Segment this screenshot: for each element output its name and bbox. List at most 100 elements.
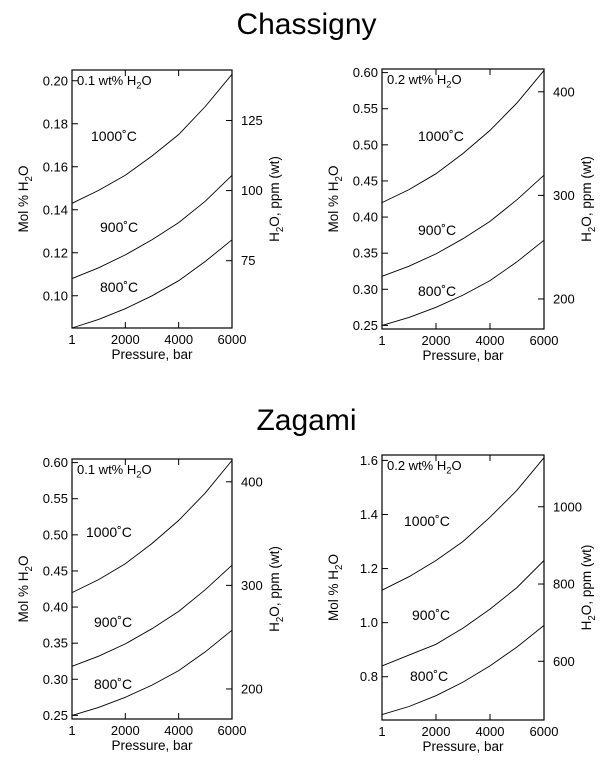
y-tick-label: 0.25 xyxy=(43,708,68,723)
composition-annotation: 0.2 wt% H2O xyxy=(387,72,462,90)
x-tick-label: 4000 xyxy=(476,333,505,348)
x-tick-label: 2000 xyxy=(422,333,451,348)
x-tick-label: 1 xyxy=(378,724,385,739)
y-tick-label: 0.35 xyxy=(43,636,68,651)
y-axis-label: Mol % H2O xyxy=(326,554,345,621)
series-label: 1000˚C xyxy=(86,524,132,540)
y-axis-label: Mol % H2O xyxy=(326,166,345,233)
y-tick-label: 0.60 xyxy=(43,455,68,470)
series-line-800c xyxy=(381,239,545,326)
y-tick-label: 1.4 xyxy=(360,507,378,522)
series-label: 900˚C xyxy=(412,607,450,623)
y2-axis-label: H2O, ppm (wt) xyxy=(267,546,286,632)
series-label: 800˚C xyxy=(100,279,138,295)
x-tick-label: 2000 xyxy=(422,724,451,739)
y-tick-label: 0.55 xyxy=(353,101,378,116)
y2-tick-label: 1000 xyxy=(553,499,582,514)
y2-tick-label: 200 xyxy=(241,681,263,696)
series-label: 800˚C xyxy=(418,283,456,299)
y-tick-label: 0.16 xyxy=(43,159,68,174)
series-line-1000c xyxy=(381,70,545,204)
y2-tick-label: 75 xyxy=(241,253,255,268)
y-axis-label: Mol % H2O xyxy=(16,556,35,623)
series-line-900c xyxy=(71,174,233,280)
series-line-900c xyxy=(71,564,233,667)
y2-tick-label: 600 xyxy=(553,654,575,669)
x-tick-label: 4000 xyxy=(164,332,193,347)
chart-panel-1: 1 2000 4000 6000 0.25 0.30 0.35 0.40 0.45 0.50 0.5… xyxy=(326,65,598,363)
y-tick-label: 0.60 xyxy=(353,65,378,80)
series-label: 1000˚C xyxy=(404,513,450,529)
series-line-900c xyxy=(381,560,545,667)
y2-axis-label: H2O, ppm (wt) xyxy=(267,156,286,242)
chart-panel-0: 1 2000 4000 6000 0.10 0.12 0.14 0.16 0.18 0.20 75 1… xyxy=(16,69,286,362)
y2-tick-label: 300 xyxy=(241,578,263,593)
y-tick-label: 0.18 xyxy=(43,116,68,131)
y-tick-label: 0.50 xyxy=(353,137,378,152)
section-title-chassigny: Chassigny xyxy=(236,8,377,41)
series-label: 900˚C xyxy=(418,222,456,238)
series-line-1000c xyxy=(71,460,233,594)
y-tick-label: 0.55 xyxy=(43,491,68,506)
x-tick-label: 6000 xyxy=(530,333,559,348)
x-axis-label: Pressure, bar xyxy=(111,347,193,362)
x-tick-label: 4000 xyxy=(476,724,505,739)
y-tick-label: 0.14 xyxy=(43,202,68,217)
y-tick-label: 0.45 xyxy=(43,563,68,578)
y-tick-label: 0.12 xyxy=(43,245,68,260)
y2-tick-label: 800 xyxy=(553,577,575,592)
series-line-800c xyxy=(71,239,233,329)
y-tick-label: 1.0 xyxy=(360,615,378,630)
y-tick-label: 0.30 xyxy=(353,282,378,297)
series-label: 900˚C xyxy=(94,614,132,630)
x-tick-label: 6000 xyxy=(530,724,559,739)
x-tick-label: 2000 xyxy=(111,723,140,738)
x-tick-label: 1 xyxy=(68,332,75,347)
y2-axis-label: H2O, ppm (wt) xyxy=(579,545,598,631)
series-label: 1000˚C xyxy=(418,128,464,144)
y-tick-label: 0.8 xyxy=(360,669,378,684)
plot-frame xyxy=(381,68,545,330)
y-tick-label: 0.45 xyxy=(353,173,378,188)
composition-annotation: 0.1 wt% H2O xyxy=(77,462,152,480)
y-tick-label: 0.25 xyxy=(353,318,378,333)
x-tick-label: 1 xyxy=(378,333,385,348)
y-tick-label: 0.20 xyxy=(43,73,68,88)
y-tick-label: 0.50 xyxy=(43,527,68,542)
y2-axis-label: H2O, ppm (wt) xyxy=(579,156,598,242)
series-line-1000c xyxy=(381,457,545,591)
x-tick-label: 6000 xyxy=(218,332,247,347)
y2-tick-label: 100 xyxy=(241,183,263,198)
series-label: 1000˚C xyxy=(91,128,137,144)
y-tick-label: 0.30 xyxy=(43,672,68,687)
x-tick-label: 1 xyxy=(68,723,75,738)
series-line-1000c xyxy=(71,74,233,204)
plot-frame xyxy=(381,454,545,721)
section-title-zagami: Zagami xyxy=(256,404,357,437)
y-tick-label: 0.10 xyxy=(43,288,68,303)
x-tick-label: 6000 xyxy=(218,723,247,738)
chart-panel-3: 1 2000 4000 6000 0.8 1.0 1.2 1.4 1.6 600 800 1000 Pr… xyxy=(326,453,598,754)
composition-annotation: 0.2 wt% H2O xyxy=(387,458,462,476)
x-axis-label: Pressure, bar xyxy=(422,739,504,754)
x-axis-label: Pressure, bar xyxy=(422,348,504,363)
series-label: 800˚C xyxy=(94,676,132,692)
y-tick-label: 1.6 xyxy=(360,453,378,468)
y-axis-label: Mol % H2O xyxy=(16,166,35,233)
x-axis-label: Pressure, bar xyxy=(111,738,193,753)
y-tick-label: 1.2 xyxy=(360,561,378,576)
chart-panel-2: 1 2000 4000 6000 0.25 0.30 0.35 0.40 0.45 0.50 0.5… xyxy=(16,455,286,753)
series-label: 800˚C xyxy=(410,668,448,684)
y2-tick-label: 300 xyxy=(553,188,575,203)
y2-tick-label: 400 xyxy=(553,84,575,99)
x-tick-label: 2000 xyxy=(111,332,140,347)
series-label: 900˚C xyxy=(100,219,138,235)
y-tick-label: 0.40 xyxy=(43,600,68,615)
series-line-800c xyxy=(71,629,233,716)
composition-annotation: 0.1 wt% H2O xyxy=(77,73,152,91)
series-line-800c xyxy=(381,625,545,716)
y2-tick-label: 200 xyxy=(553,291,575,306)
series-line-900c xyxy=(381,174,545,277)
y-tick-label: 0.40 xyxy=(353,210,378,225)
